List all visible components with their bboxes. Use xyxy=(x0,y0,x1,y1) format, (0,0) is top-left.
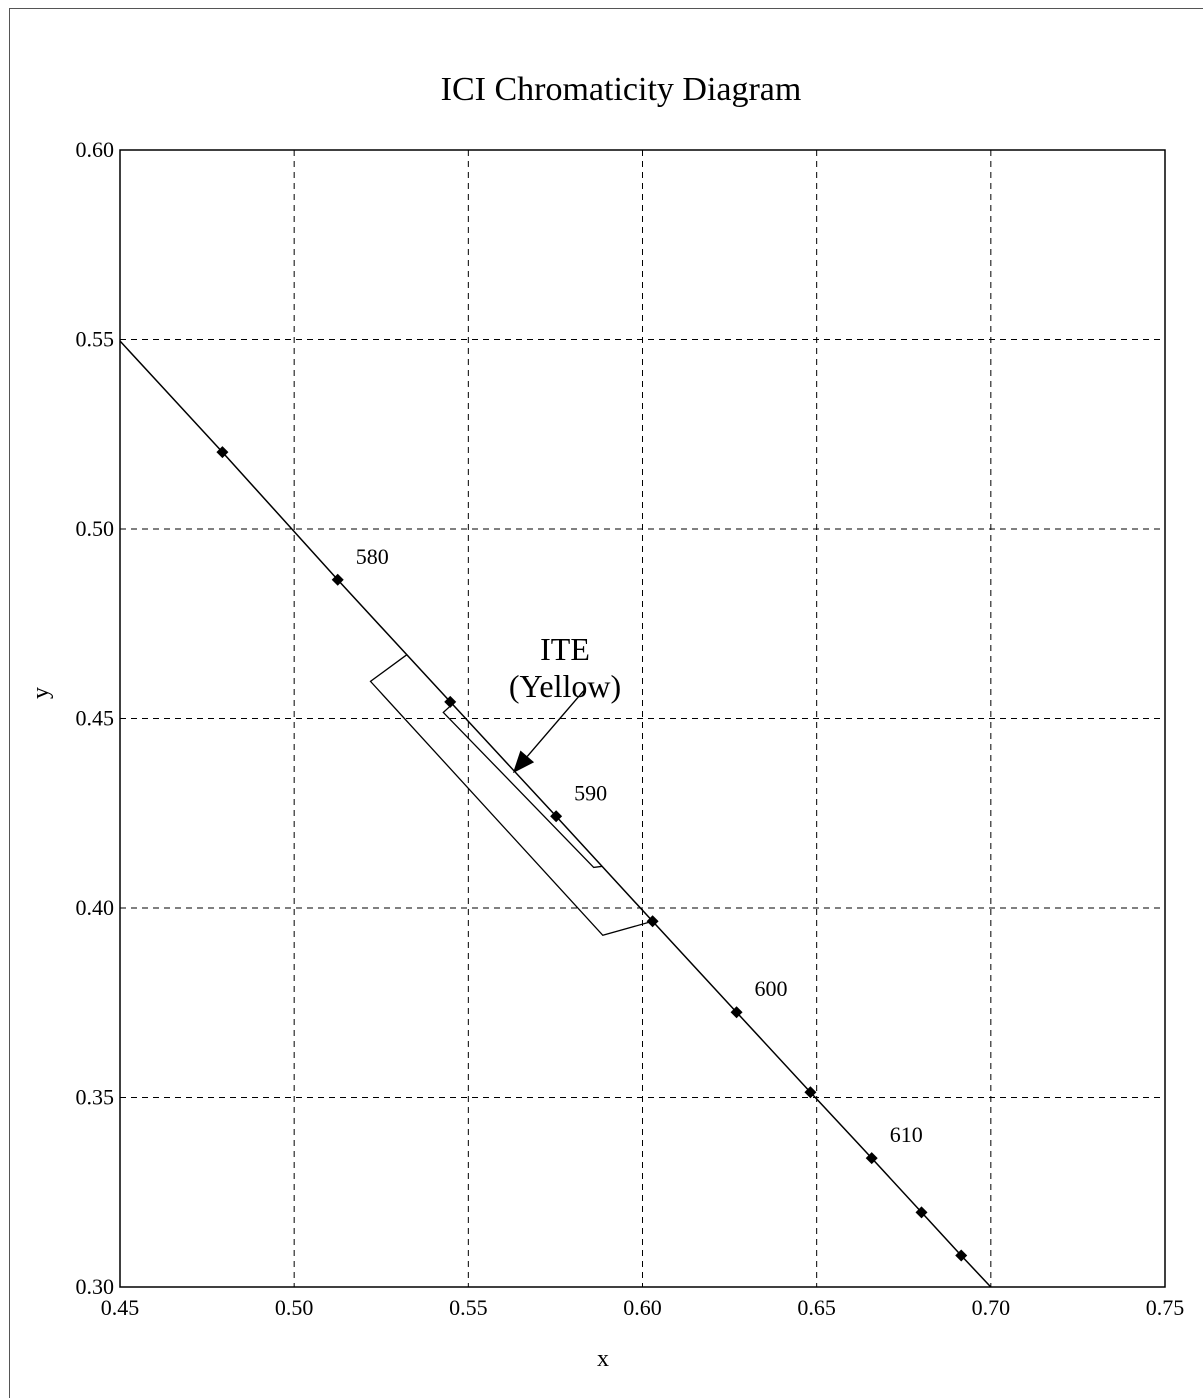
callout-label-line1: ITE xyxy=(540,631,590,667)
x-tick-label: 0.60 xyxy=(623,1295,662,1320)
callout-arrow-line xyxy=(526,690,585,757)
x-tick-label: 0.45 xyxy=(101,1295,140,1320)
spectrum-locus xyxy=(119,340,992,1288)
wavelength-markers xyxy=(216,446,968,1262)
callout-label-line2: (Yellow) xyxy=(509,668,621,704)
wavelength-marker xyxy=(550,810,563,823)
wavelength-marker xyxy=(730,1006,743,1019)
x-tick-label: 0.65 xyxy=(797,1295,836,1320)
ite-region-outline xyxy=(369,654,653,937)
chart-title: ICI Chromaticity Diagram xyxy=(441,71,802,108)
wavelength-marker xyxy=(444,695,457,708)
y-axis-ticks: 0.30 0.35 0.40 0.45 0.50 0.55 0.60 xyxy=(76,137,115,1299)
wavelength-marker xyxy=(331,573,344,586)
x-tick-label: 0.55 xyxy=(449,1295,488,1320)
wavelength-label: 610 xyxy=(890,1122,923,1147)
wavelength-marker xyxy=(865,1152,878,1165)
y-tick-label: 0.45 xyxy=(76,706,115,731)
x-tick-label: 0.70 xyxy=(972,1295,1011,1320)
ite-region-outline xyxy=(442,706,603,869)
callout-arrow-head xyxy=(512,750,535,774)
x-tick-label: 0.75 xyxy=(1146,1295,1185,1320)
x-axis-label: x xyxy=(597,1346,609,1372)
wavelength-labels: 580 590 600 610 xyxy=(356,544,923,1147)
y-axis-label: y xyxy=(28,687,54,699)
x-tick-label: 0.50 xyxy=(275,1295,314,1320)
wavelength-marker xyxy=(216,446,229,459)
y-tick-label: 0.30 xyxy=(76,1274,115,1299)
figure-frame xyxy=(9,8,1203,1398)
y-tick-label: 0.40 xyxy=(76,895,115,920)
y-tick-label: 0.35 xyxy=(76,1085,115,1110)
wavelength-label: 600 xyxy=(755,976,788,1001)
wavelength-label: 580 xyxy=(356,544,389,569)
wavelength-marker xyxy=(915,1206,928,1219)
ite-yellow-regions xyxy=(369,654,653,937)
y-tick-label: 0.60 xyxy=(76,137,115,162)
x-axis-ticks: 0.45 0.50 0.55 0.60 0.65 0.70 0.75 xyxy=(101,1295,1185,1320)
spectrum-locus-line xyxy=(119,340,992,1288)
ite-yellow-callout: ITE (Yellow) xyxy=(509,631,621,774)
wavelength-marker xyxy=(646,915,659,928)
wavelength-marker xyxy=(955,1249,968,1262)
y-tick-label: 0.55 xyxy=(76,327,115,352)
plot-area-border xyxy=(119,149,1166,1288)
grid-lines xyxy=(120,150,1165,1287)
y-tick-label: 0.50 xyxy=(76,516,115,541)
wavelength-label: 590 xyxy=(574,780,607,805)
wavelength-marker xyxy=(804,1086,817,1099)
